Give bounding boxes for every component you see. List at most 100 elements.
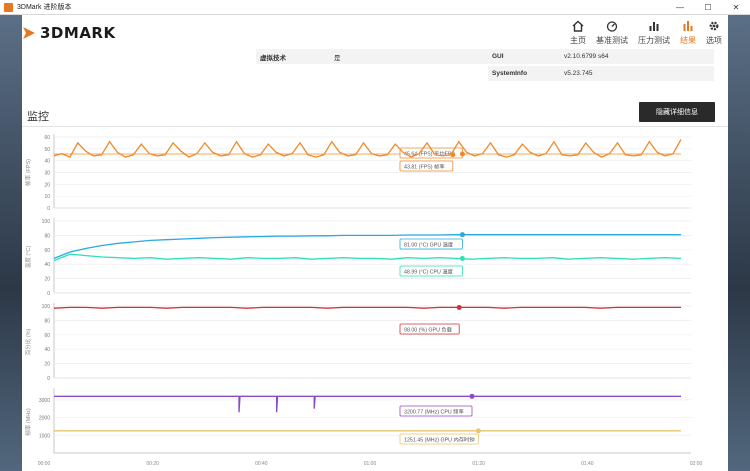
series-label-box [399, 323, 460, 335]
nav-home[interactable]: 主页 [570, 19, 586, 46]
y-axis-title: 百分比 (%) [24, 329, 32, 356]
y-tick-label: 20 [44, 277, 50, 283]
y-tick-label: 0 [47, 376, 50, 382]
y-tick-label: 60 [44, 248, 50, 254]
detail-row-gui: GUI v2.10.6799 s64 [488, 49, 714, 64]
detail-row-systeminfo: SystemInfo v5.23.745 [488, 66, 714, 81]
y-tick-label: 80 [44, 233, 50, 239]
result-details: 虚拟技术 是 GUI v2.10.6799 s64 SystemInfo v5.… [22, 49, 728, 89]
nav-options[interactable]: 选项 [706, 19, 722, 46]
y-tick-label: 20 [44, 182, 50, 188]
monitoring-charts: 0 10 20 30 40 50 60 帧率 (FPS) 45.64 (FPS) 平均FPS 43… [24, 134, 703, 467]
series-label-box [399, 238, 463, 250]
detail-key: SystemInfo [492, 70, 528, 77]
series-value-label: 45.64 (FPS) 平均FPS [404, 150, 455, 158]
series-marker [469, 393, 475, 399]
y-tick-label: 60 [44, 135, 50, 141]
series-value-label: 3200.77 (MHz) CPU 频率 [404, 408, 464, 416]
brand-logo: 3DMARK [22, 24, 116, 42]
y-tick-label: 100 [42, 304, 51, 310]
y-tick-label: 1000 [39, 433, 50, 439]
desktop-background-left [0, 15, 22, 471]
series-line [53, 139, 682, 158]
series-value-label: 98.00 (%) GPU 负载 [404, 326, 453, 334]
y-tick-label: 40 [44, 159, 50, 165]
app-icon [4, 2, 13, 12]
series-marker [459, 255, 465, 261]
series-label-box [399, 433, 479, 445]
app-header: 3DMARK 主页 基准测试 压力测试 [22, 15, 728, 49]
divider [22, 126, 728, 127]
y-axis-title: 频率 (MHz) [24, 408, 32, 436]
x-tick-label: 01:00 [364, 461, 377, 467]
y-axis-title: 帧率 (FPS) [24, 159, 32, 186]
series-marker [459, 151, 465, 157]
y-tick-label: 2000 [39, 416, 50, 422]
home-icon [572, 19, 584, 33]
y-tick-label: 0 [47, 291, 50, 297]
nav-benchmarks-label: 基准测试 [596, 36, 628, 45]
close-button[interactable]: ✕ [732, 3, 740, 12]
x-tick-label: 00:40 [255, 461, 268, 467]
y-tick-label: 10 [44, 194, 50, 200]
maximize-button[interactable]: ☐ [704, 3, 712, 12]
x-tick-label: 01:40 [581, 461, 594, 467]
detail-key: 虚拟技术 [260, 54, 286, 62]
y-tick-label: 3000 [39, 398, 50, 404]
series-marker [459, 232, 465, 238]
y-tick-label: 40 [44, 262, 50, 268]
detail-row-virtualization: 虚拟技术 是 [256, 49, 492, 64]
main-nav: 主页 基准测试 压力测试 结果 [560, 19, 722, 46]
y-tick-label: 0 [47, 206, 50, 212]
y-axis-title: 温度 (°C) [24, 246, 32, 269]
series-line [53, 234, 681, 260]
minimize-button[interactable]: — [676, 3, 684, 12]
window-titlebar: 3DMark 进阶版本 — ☐ ✕ [0, 0, 750, 15]
bar-chart-icon [648, 19, 660, 33]
series-value-label: 81.00 (°C) GPU 温度 [404, 241, 454, 249]
detail-value: 是 [334, 54, 341, 62]
section-title: 监控 [27, 111, 49, 123]
nav-results-label: 结果 [680, 36, 696, 45]
series-label-box [399, 265, 463, 277]
monitoring-section: 监控 隐藏详细信息 0 10 20 30 40 50 60 帧率 (FPS) 45.64 (FP… [22, 89, 728, 471]
desktop-background-right [728, 15, 750, 471]
series-line [53, 253, 682, 262]
series-value-label: 43.81 (FPS) 帧率 [404, 163, 445, 171]
hide-details-button[interactable]: 隐藏详细信息 [639, 102, 715, 122]
nav-results[interactable]: 结果 [680, 19, 696, 46]
y-tick-label: 40 [44, 347, 50, 353]
nav-options-label: 选项 [706, 36, 722, 45]
detail-value: v5.23.745 [564, 70, 593, 77]
app-window: 3DMARK 主页 基准测试 压力测试 [22, 15, 728, 471]
results-icon [682, 19, 694, 33]
window-controls: — ☐ ✕ [666, 0, 750, 15]
nav-stress-tests-label: 压力测试 [638, 36, 670, 45]
gauge-icon [606, 19, 618, 33]
y-tick-label: 20 [44, 362, 50, 368]
series-line [53, 306, 681, 309]
series-marker [456, 304, 462, 310]
nav-stress-tests[interactable]: 压力测试 [638, 19, 670, 46]
nav-benchmarks[interactable]: 基准测试 [596, 19, 628, 46]
series-label-box [399, 405, 473, 417]
series-value-label: 1251.45 (MHz) GPU 内存时钟 [404, 436, 475, 444]
x-tick-label: 02:00 [690, 461, 703, 467]
x-tick-label: 00:20 [146, 461, 159, 467]
y-tick-label: 30 [44, 171, 50, 177]
y-tick-label: 50 [44, 147, 50, 153]
detail-value: v2.10.6799 s64 [564, 53, 609, 60]
nav-home-label: 主页 [570, 36, 586, 45]
y-tick-label: 100 [42, 219, 51, 225]
detail-key: GUI [492, 53, 504, 60]
logo-mark-icon [23, 27, 35, 39]
series-value-label: 48.99 (°C) CPU 温度 [404, 268, 454, 276]
logo-text: 3DMARK [40, 24, 116, 42]
y-tick-label: 80 [44, 318, 50, 324]
y-tick-label: 60 [44, 333, 50, 339]
series-marker [450, 152, 456, 158]
series-label-box [399, 160, 454, 172]
x-tick-label: 01:20 [472, 461, 485, 467]
gear-icon [708, 19, 720, 33]
x-tick-label: 00:00 [38, 461, 51, 467]
